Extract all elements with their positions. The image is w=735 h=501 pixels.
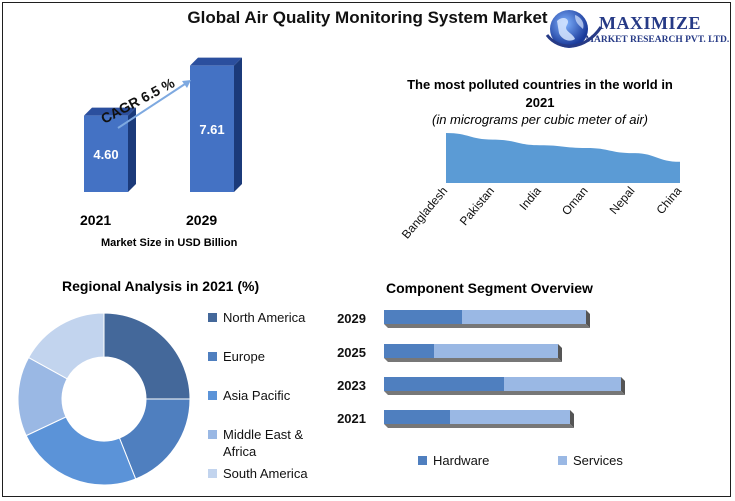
hbar-category-label: 2029 (337, 311, 366, 326)
page-title: Global Air Quality Monitoring System Mar… (187, 8, 548, 27)
area-category-label: Oman (559, 184, 591, 218)
regional-donut-chart (17, 312, 191, 486)
legend-swatch (208, 391, 217, 400)
legend-services: Services (558, 452, 623, 469)
slice-asia-pacific (25, 416, 137, 486)
area-category-label: India (516, 184, 544, 213)
bar-side (234, 57, 242, 193)
legend-swatch (208, 352, 217, 361)
legend-south-america: South America (208, 465, 308, 482)
legend-label: Europe (223, 349, 265, 364)
legend-asia-pacific: Asia Pacific (208, 387, 290, 404)
hbar-side (558, 344, 562, 362)
hbar-hardware-2021 (384, 410, 450, 424)
slice-south-america (27, 312, 105, 380)
polluted-area-chart: Bangladesh Pakistan India Oman Nepal China (399, 133, 685, 242)
hbar-side (621, 377, 625, 395)
legend-label: Middle East & Africa (223, 427, 304, 459)
bar-value-label: 4.60 (93, 147, 118, 162)
market-size-xlabel: Market Size in USD Billion (101, 237, 238, 249)
bar-top (190, 57, 242, 66)
legend-label: Hardware (433, 453, 490, 468)
hbar-hardware-2023 (384, 377, 504, 391)
hbar-category-label: 2023 (337, 378, 366, 393)
legend-swatch (418, 456, 427, 465)
legend-swatch (208, 313, 217, 322)
hbar-bottom (384, 324, 590, 328)
hbar-services-2023 (504, 377, 621, 391)
hbar-category-label: 2021 (337, 411, 366, 426)
bar-category-2021: 2021 (80, 212, 112, 228)
hbar-hardware-2029 (384, 310, 462, 324)
legend-europe: Europe (208, 348, 265, 365)
hbar-bottom (384, 358, 562, 362)
hbar-hardware-2025 (384, 344, 434, 358)
hbar-bottom (384, 391, 625, 395)
market-size-chart: 4.60 7.61 CAGR 6.5 % (84, 57, 242, 193)
legend-label: Services (573, 453, 623, 468)
area-series (446, 133, 680, 183)
bar-2029 (190, 65, 234, 192)
logo-subtitle: MARKET RESEARCH PVT. LTD. (585, 35, 730, 45)
hbar-side (570, 410, 574, 428)
legend-swatch (208, 430, 217, 439)
bar-value-label: 7.61 (199, 122, 224, 137)
area-category-label: Nepal (607, 184, 638, 217)
hbar-services-2029 (462, 310, 586, 324)
legend-swatch (558, 456, 567, 465)
legend-label: North America (223, 310, 306, 325)
cagr-arrowhead (182, 80, 191, 88)
hbar-bottom (384, 424, 574, 428)
regional-chart-title: Regional Analysis in 2021 (%) (62, 278, 260, 294)
hbar-services-2021 (450, 410, 570, 424)
logo-name: MAXIMIZE (599, 13, 701, 33)
component-bar-chart: 2029 2025 2023 2021 (337, 310, 625, 428)
legend-middle-east-africa: Middle East & Africa (208, 426, 318, 460)
slice-north-america (103, 312, 191, 400)
cagr-annotation: CAGR 6.5 % (98, 74, 177, 126)
globe-icon (545, 10, 603, 48)
hbar-side (586, 310, 590, 328)
hbar-services-2025 (434, 344, 558, 358)
bar-2021 (84, 115, 128, 192)
area-category-label: Bangladesh (399, 184, 450, 242)
bar-top (84, 107, 136, 116)
polluted-chart-title: The most polluted countries in the world… (407, 77, 673, 110)
cagr-arrow (117, 81, 189, 129)
bar-side (128, 107, 136, 192)
area-category-label: China (653, 184, 684, 217)
component-chart-title: Component Segment Overview (386, 280, 593, 296)
hbar-category-label: 2025 (337, 345, 366, 360)
polluted-chart-subtitle: (in micrograms per cubic meter of air) (432, 112, 648, 127)
legend-swatch (208, 469, 217, 478)
chart-frame (2, 2, 731, 497)
legend-hardware: Hardware (418, 452, 489, 469)
bar-category-2029: 2029 (186, 212, 218, 228)
area-category-label: Pakistan (457, 184, 497, 228)
legend-north-america: North America (208, 309, 305, 326)
company-logo: MAXIMIZE MARKET RESEARCH PVT. LTD. (545, 5, 730, 53)
legend-label: South America (223, 466, 308, 481)
legend-label: Asia Pacific (223, 388, 291, 403)
